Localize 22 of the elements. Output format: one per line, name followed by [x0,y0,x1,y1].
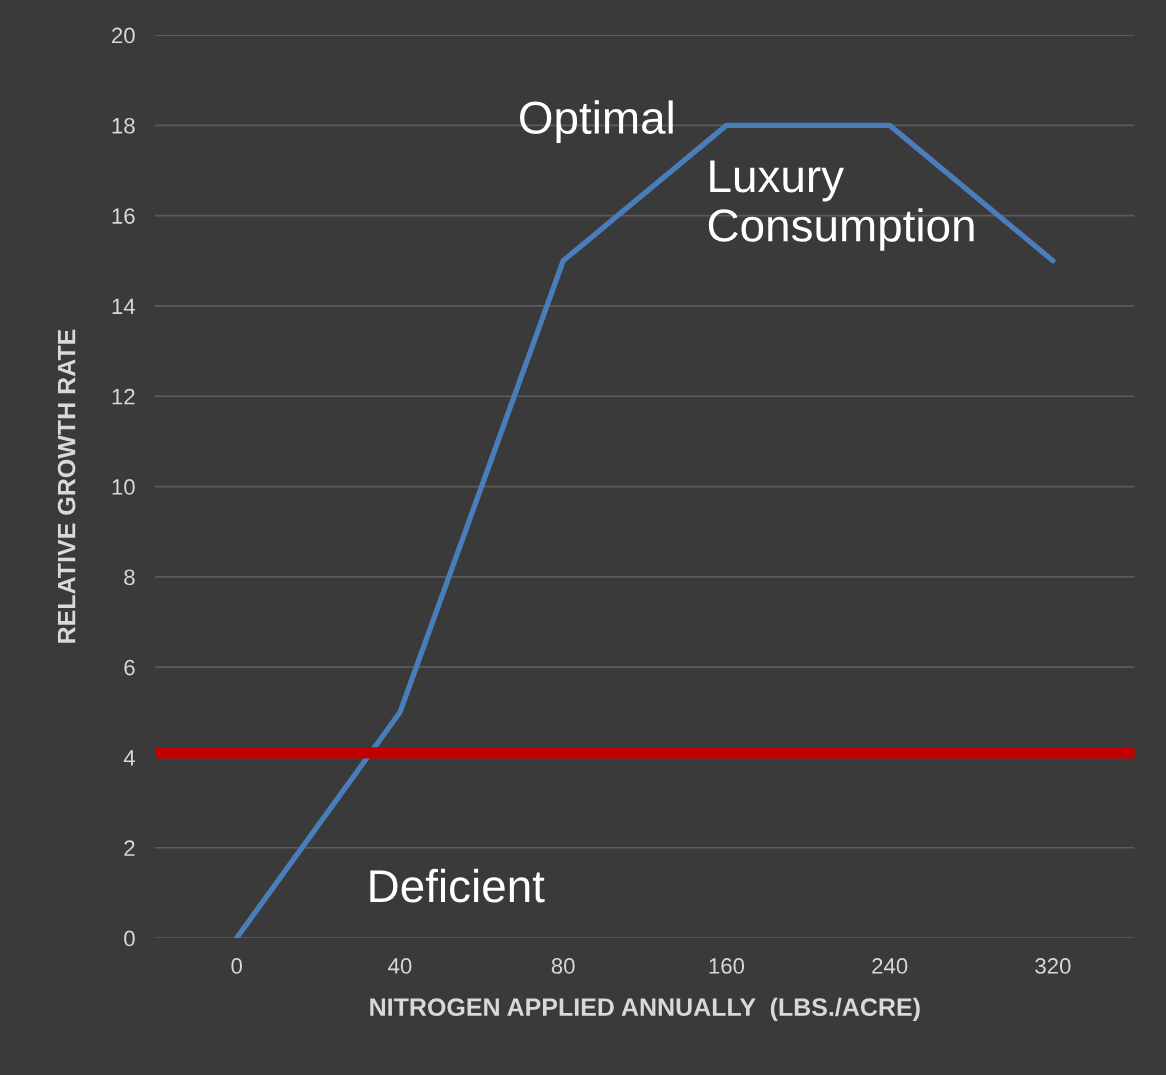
y-tick-label: 4 [123,750,135,766]
y-axis-title: RELATIVE GROWTH RATE [57,329,76,643]
y-tick-label: 2 [124,840,135,856]
y-tick-label: 14 [112,298,135,314]
x-tick-label: 80 [551,958,575,974]
x-tick-label: 160 [709,958,745,974]
y-tick-label: 18 [112,117,135,134]
y-tick-label: 6 [124,659,135,676]
y-tick-label: 12 [112,388,135,405]
y-tick-label: 20 [112,27,135,44]
annotation: Luxury Consumption [708,160,974,251]
x-tick-label: 240 [872,958,908,974]
x-tick-label: 0 [231,958,243,974]
y-tick-label: 0 [124,930,135,947]
annotation: Deficient [370,868,545,903]
x-tick-label: 40 [388,958,412,974]
y-tick-label: 10 [112,479,135,495]
annotation: Optimal [520,100,673,144]
y-tick-label: 16 [112,208,135,224]
y-tick-label: 8 [124,569,135,586]
x-axis-title: NITROGEN APPLIED ANNUALLY (LBS./ACRE) [370,997,920,1021]
x-tick-label: 320 [1035,958,1071,974]
